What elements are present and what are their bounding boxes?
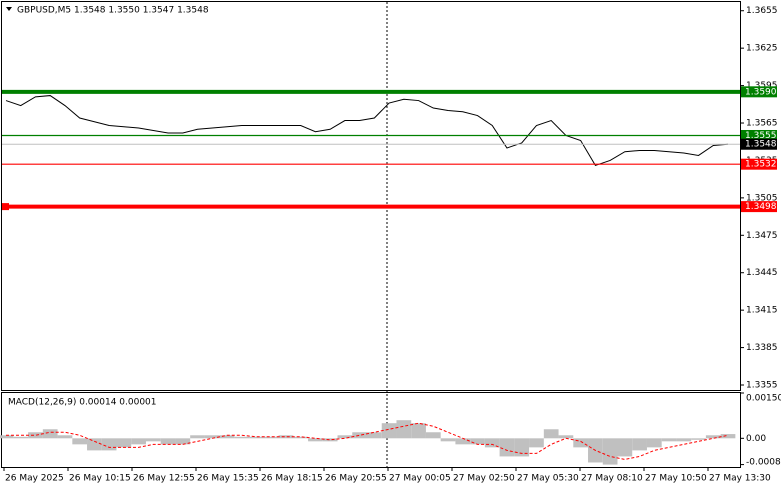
y-tick-label: 1.3475 bbox=[746, 231, 778, 241]
macd-bar bbox=[558, 435, 574, 439]
macd-bar bbox=[425, 432, 441, 439]
macd-bar bbox=[101, 438, 117, 451]
x-tick-label: 26 May 10:15 bbox=[69, 474, 131, 484]
macd-bar bbox=[411, 423, 426, 439]
macd-bar bbox=[322, 438, 338, 442]
level-label: 1.3532 bbox=[745, 160, 777, 170]
macd-bar bbox=[160, 438, 176, 445]
price-line bbox=[5, 95, 729, 167]
level-label-box bbox=[741, 86, 777, 98]
macd-bar bbox=[263, 436, 279, 439]
level-label: 1.3590 bbox=[745, 87, 777, 97]
macd-bar bbox=[87, 438, 102, 451]
level-label-box bbox=[741, 201, 777, 213]
y-tick-label: 1.3565 bbox=[746, 119, 778, 129]
level-label-box bbox=[741, 129, 777, 141]
macd-bar bbox=[190, 435, 205, 439]
macd-bar bbox=[13, 436, 29, 439]
macd-bar bbox=[573, 438, 589, 448]
main-panel-frame bbox=[1, 1, 741, 391]
macd-bar bbox=[602, 438, 618, 465]
macd-bar bbox=[676, 438, 692, 442]
macd-bar bbox=[0, 435, 14, 439]
macd-bar bbox=[705, 435, 721, 439]
level-label-box bbox=[741, 138, 777, 150]
y-tick-label: 0.00 bbox=[746, 434, 766, 444]
macd-bar bbox=[646, 438, 662, 448]
macd-bar bbox=[308, 438, 323, 442]
macd-bar bbox=[204, 435, 220, 439]
macd-bar bbox=[249, 436, 264, 439]
level-label: 1.3498 bbox=[745, 202, 777, 212]
macd-bar bbox=[484, 438, 500, 448]
x-tick-label: 26 May 2025 bbox=[5, 474, 64, 484]
level-label: 1.3548 bbox=[745, 140, 777, 150]
macd-bar bbox=[396, 420, 412, 439]
macd-bar bbox=[617, 438, 633, 457]
y-tick-label: 1.3415 bbox=[746, 306, 778, 316]
x-tick-label: 26 May 18:15 bbox=[261, 474, 323, 484]
macd-bar bbox=[381, 423, 397, 439]
macd-bar bbox=[691, 438, 706, 440]
macd-bar bbox=[367, 432, 382, 439]
macd-bar bbox=[661, 438, 677, 442]
macd-bar bbox=[529, 438, 544, 448]
macd-bar bbox=[28, 432, 43, 439]
macd-bar bbox=[720, 434, 736, 439]
x-tick-label: 26 May 15:35 bbox=[197, 474, 259, 484]
macd-bar bbox=[499, 438, 515, 457]
y-tick-label: 0.00150 bbox=[746, 394, 781, 404]
macd-bar bbox=[293, 436, 309, 439]
y-tick-label: 1.3625 bbox=[746, 44, 778, 54]
macd-bar bbox=[632, 438, 647, 451]
macd-bar bbox=[440, 438, 456, 442]
x-tick-label: 26 May 20:55 bbox=[325, 474, 387, 484]
y-tick-label: 1.3655 bbox=[746, 6, 778, 16]
macd-bar bbox=[455, 438, 471, 445]
macd-bar bbox=[514, 438, 530, 457]
x-tick-label: 27 May 00:05 bbox=[389, 474, 451, 484]
level-label-box bbox=[741, 158, 777, 170]
y-tick-label: 1.3355 bbox=[746, 381, 778, 391]
x-tick-label: 26 May 12:55 bbox=[133, 474, 195, 484]
macd-bar bbox=[337, 435, 353, 439]
x-tick-label: 27 May 08:10 bbox=[581, 474, 643, 484]
x-tick-label: 27 May 13:30 bbox=[709, 474, 771, 484]
macd-bar bbox=[470, 438, 485, 445]
macd-bar bbox=[175, 438, 191, 445]
macd-bar bbox=[234, 436, 250, 439]
signal-line bbox=[6, 422, 729, 460]
macd-bar bbox=[116, 438, 132, 448]
macd-bar bbox=[278, 435, 294, 439]
macd-bar bbox=[219, 435, 235, 439]
macd-bar bbox=[42, 429, 58, 439]
y-tick-label: 1.3445 bbox=[746, 268, 778, 278]
level-label: 1.3555 bbox=[745, 131, 777, 141]
menu-arrow bbox=[6, 7, 12, 11]
macd-bar bbox=[543, 429, 559, 439]
x-tick-label: 27 May 02:50 bbox=[453, 474, 515, 484]
macd-bar bbox=[131, 438, 146, 445]
y-tick-label: -0.00087 bbox=[746, 458, 781, 468]
macd-title: MACD(12,26,9) 0.00014 0.00001 bbox=[8, 398, 157, 408]
x-tick-label: 27 May 10:50 bbox=[645, 474, 707, 484]
chart-title: GBPUSD,M5 1.3548 1.3550 1.3547 1.3548 bbox=[17, 6, 209, 16]
macd-bar bbox=[352, 432, 367, 439]
macd-bar bbox=[57, 435, 73, 439]
macd-bar bbox=[145, 438, 161, 442]
level-handle bbox=[2, 203, 9, 211]
y-tick-label: 1.3505 bbox=[746, 193, 778, 203]
y-tick-label: 1.3595 bbox=[746, 81, 778, 91]
macd-panel-frame bbox=[1, 392, 741, 468]
macd-bar bbox=[72, 438, 88, 445]
x-tick-label: 27 May 05:30 bbox=[517, 474, 579, 484]
y-tick-label: 1.3385 bbox=[746, 343, 778, 353]
